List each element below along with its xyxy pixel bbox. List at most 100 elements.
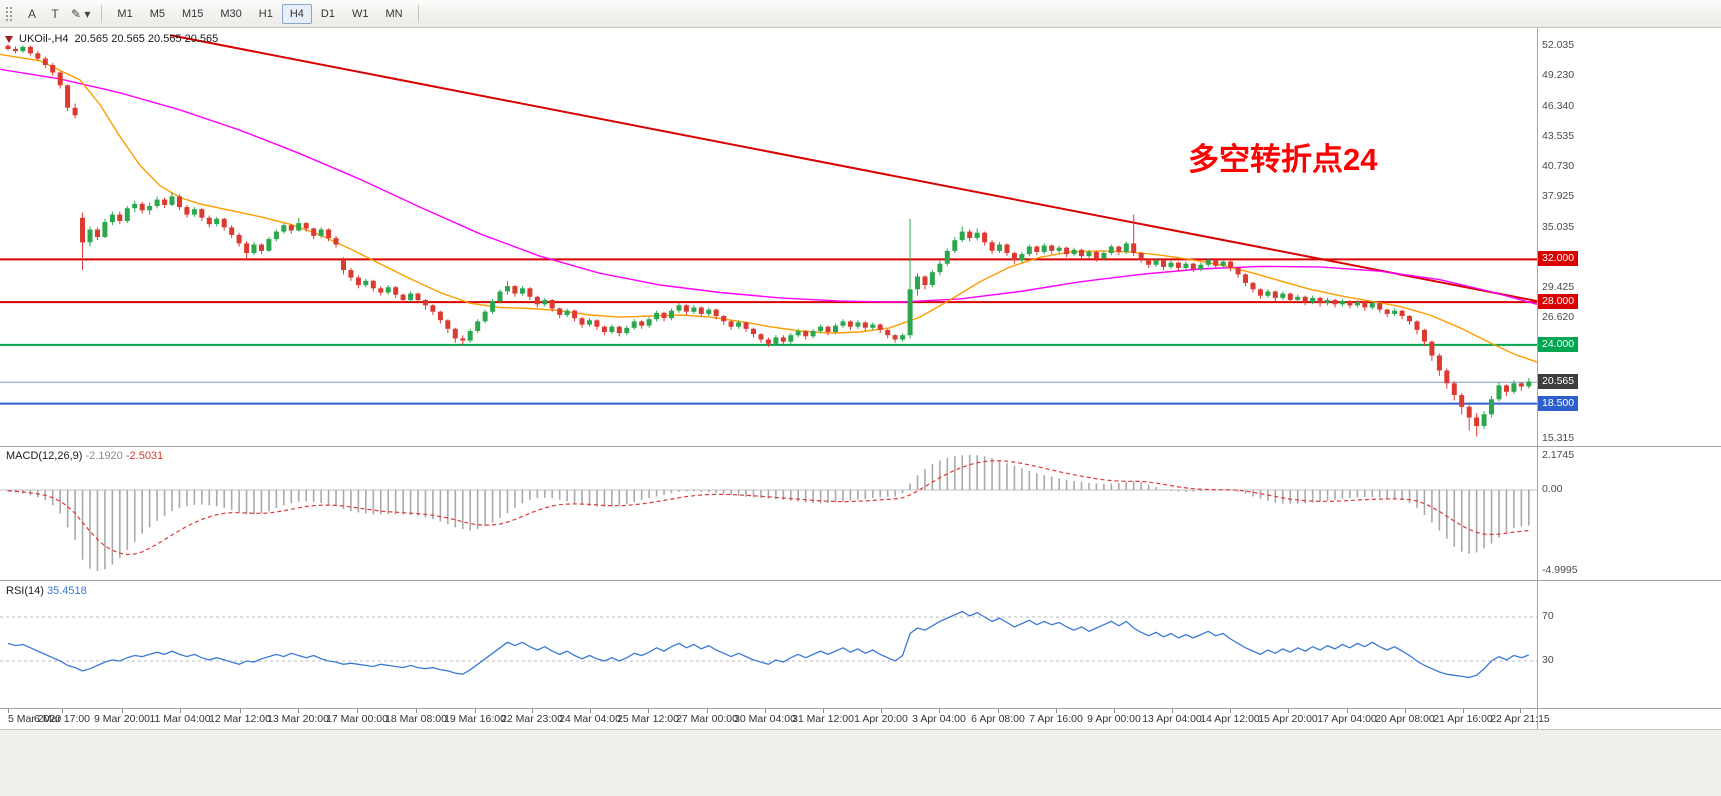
- time-axis-tick: [62, 709, 63, 713]
- time-axis-tick: [881, 709, 882, 713]
- time-axis-tick: [1405, 709, 1406, 713]
- time-axis-tick: [1172, 709, 1173, 713]
- macd-indicator-label: MACD(12,26,9) -2.1920 -2.5031: [6, 450, 163, 462]
- scale-border-line: [1537, 28, 1538, 729]
- main-macd-separator[interactable]: [0, 446, 1721, 447]
- time-axis-tick: [1463, 709, 1464, 713]
- time-axis-tick: [298, 709, 299, 713]
- price-scale-label: 35.035: [1542, 221, 1575, 233]
- time-axis-tick: [8, 709, 9, 713]
- time-axis-tick: [648, 709, 649, 713]
- price-tag-32.000: 32.000: [1538, 251, 1579, 267]
- time-axis-tick: [180, 709, 181, 713]
- timeframe-buttons: M1 M5 M15 M30 H1 H4 D1 W1 MN: [109, 3, 410, 24]
- rsi-level-70-label: 70: [1542, 610, 1554, 622]
- time-axis-label: 3 Apr 04:00: [912, 713, 966, 725]
- tf-button-M30[interactable]: M30: [212, 4, 249, 24]
- tf-button-H1[interactable]: H1: [251, 4, 281, 24]
- annotation-text: 多空转折点24: [1188, 142, 1378, 177]
- time-axis-tick: [416, 709, 417, 713]
- rsi-indicator-label: RSI(14) 35.4518: [6, 585, 87, 597]
- text-tool-button[interactable]: A: [21, 3, 43, 25]
- time-axis-tick: [1520, 709, 1521, 713]
- price-scale-label: 29.425: [1542, 280, 1575, 293]
- type-tool-button[interactable]: T: [44, 3, 66, 25]
- symbol-period-label: UKOil-,H4: [19, 33, 69, 45]
- tf-button-MN[interactable]: MN: [377, 4, 410, 24]
- macd-name: MACD(12,26,9): [6, 450, 83, 462]
- time-axis-label: 17 Mar 00:00: [326, 713, 388, 725]
- macd-scale-max: 2.1745: [1542, 449, 1575, 461]
- time-axis-label: 20 Apr 08:00: [1375, 713, 1435, 725]
- time-axis-label: 11 Mar 04:00: [149, 713, 211, 725]
- time-axis-label: 7 Apr 16:00: [1029, 713, 1083, 725]
- rsi-level-30-label: 30: [1542, 654, 1554, 666]
- time-axis-tick: [1056, 709, 1057, 713]
- macd-scale-min: -4.9995: [1542, 564, 1578, 576]
- price-scale-label: 52.035: [1542, 39, 1575, 52]
- time-axis-label: 30 Mar 04:00: [734, 713, 796, 725]
- time-axis-label: 19 Mar 16:00: [444, 713, 506, 725]
- tf-button-M1[interactable]: M1: [109, 4, 140, 24]
- time-axis-label: 12 Mar 12:00: [209, 713, 271, 725]
- time-axis-label: 15 Apr 20:00: [1258, 713, 1318, 725]
- time-axis-tick: [939, 709, 940, 713]
- draw-tool-button[interactable]: ✎ ▾: [67, 3, 94, 25]
- time-axis-label: 31 Mar 12:00: [792, 713, 854, 725]
- time-axis-label: 9 Mar 20:00: [93, 713, 151, 725]
- time-axis-label: 27 Mar 00:00: [676, 713, 738, 725]
- time-axis-tick: [823, 709, 824, 713]
- time-axis-label: 6 Mar 17:00: [33, 713, 91, 725]
- time-axis-label: 13 Apr 04:00: [1142, 713, 1202, 725]
- tf-button-D1[interactable]: D1: [313, 4, 343, 24]
- price-tag-28.000: 28.000: [1538, 294, 1579, 310]
- time-axis-tick: [1114, 709, 1115, 713]
- time-axis-label: 1 Apr 20:00: [854, 713, 908, 725]
- price-scale-label: 15.315: [1542, 431, 1575, 444]
- time-axis-label: 21 Apr 16:00: [1433, 713, 1493, 725]
- time-axis-tick: [590, 709, 591, 713]
- time-axis-tick: [475, 709, 476, 713]
- tf-button-M15[interactable]: M15: [174, 4, 211, 24]
- quick-trade-triangle-icon[interactable]: [5, 35, 13, 43]
- time-axis-label: 25 Mar 12:00: [617, 713, 679, 725]
- bottom-strip: [0, 729, 1721, 796]
- price-tag-18.500: 18.500: [1538, 395, 1579, 411]
- price-scale-label: 49.230: [1542, 69, 1575, 82]
- macd-main-value: -2.1920: [85, 450, 123, 462]
- time-axis-label: 13 Mar 20:00: [267, 713, 329, 725]
- time-axis-tick: [122, 709, 123, 713]
- rsi-value: 35.4518: [46, 585, 87, 597]
- time-axis-label: 9 Apr 00:00: [1087, 713, 1141, 725]
- price-tag-20.565: 20.565: [1538, 373, 1579, 389]
- time-axis-tick: [357, 709, 358, 713]
- rsi-axis-separator: [0, 708, 1721, 709]
- time-axis-label: 24 Mar 04:00: [559, 713, 621, 725]
- time-axis-label: 6 Apr 08:00: [971, 713, 1025, 725]
- time-axis-tick: [532, 709, 533, 713]
- price-scale-label: 40.730: [1542, 160, 1575, 173]
- time-axis-tick: [707, 709, 708, 713]
- price-tag-24.000: 24.000: [1538, 336, 1579, 352]
- toolbar-separator: [417, 4, 419, 23]
- price-scale-label: 43.535: [1542, 130, 1575, 143]
- macd-signal-value: -2.5031: [125, 450, 164, 462]
- tf-button-H4[interactable]: H4: [281, 3, 312, 24]
- tf-button-W1[interactable]: W1: [344, 4, 377, 24]
- ohlc-values: 20.565 20.565 20.565 20.565: [74, 33, 219, 45]
- time-axis-label: 22 Mar 23:00: [501, 713, 563, 725]
- toolbar-separator: [101, 4, 103, 23]
- time-axis-tick: [1347, 709, 1348, 713]
- rsi-name: RSI(14): [6, 585, 44, 597]
- time-axis[interactable]: 5 Mar 2020 6 Mar 17:00 9 Mar 20:00 11 Mar 0…: [0, 709, 1550, 729]
- time-axis-tick: [998, 709, 999, 713]
- time-axis-label: 17 Apr 04:00: [1317, 713, 1377, 725]
- time-axis-tick: [1288, 709, 1289, 713]
- time-axis-label: 22 Apr 21:15: [1490, 713, 1550, 725]
- time-axis-tick: [765, 709, 766, 713]
- macd-rsi-separator[interactable]: [0, 580, 1721, 581]
- time-axis-tick: [1230, 709, 1231, 713]
- price-scale[interactable]: 52.035 49.230 46.340 43.535 40.730 37.925 35.0…: [1538, 0, 1721, 729]
- tf-button-M5[interactable]: M5: [142, 4, 173, 24]
